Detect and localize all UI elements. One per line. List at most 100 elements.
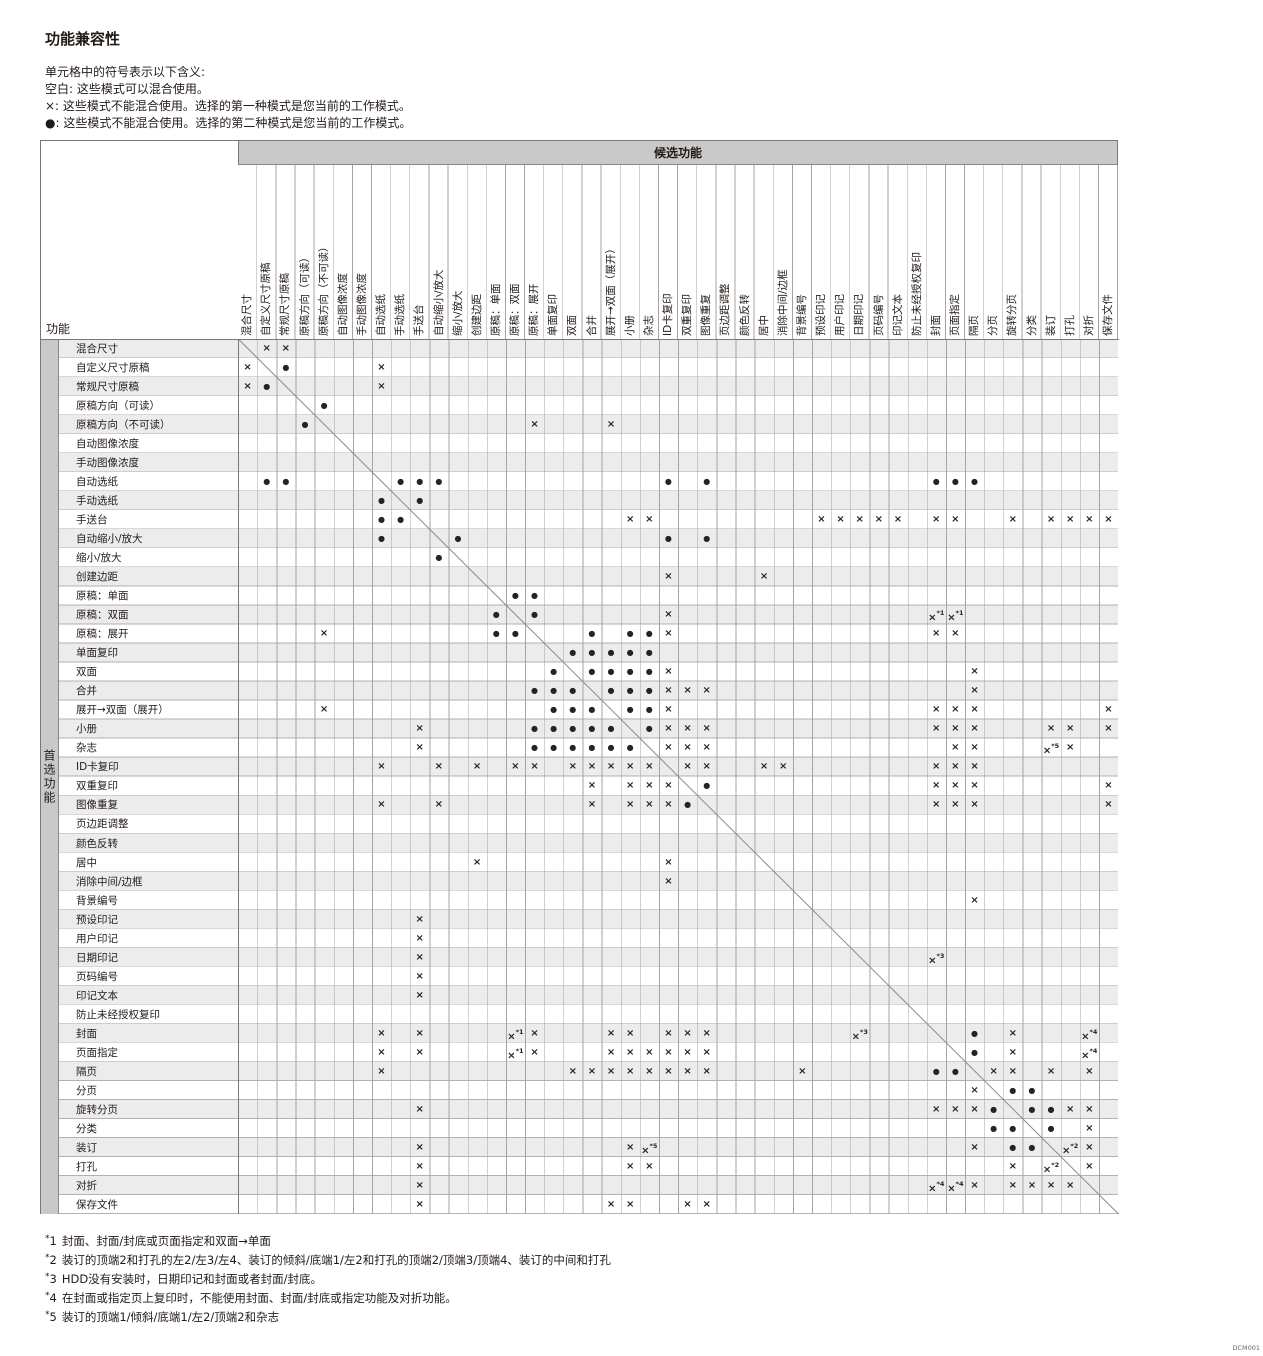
- legend-line: 单元格中的符号表示以下含义:: [45, 65, 206, 79]
- row-label: 手动选纸: [76, 495, 118, 508]
- column-header: 旋转分页: [1006, 294, 1019, 336]
- matrix-cell-mark: ●: [971, 477, 978, 487]
- column-header: 分页: [987, 315, 1000, 336]
- matrix-cell-mark: ×: [587, 799, 597, 811]
- matrix-cell-mark: ×: [1046, 514, 1056, 526]
- matrix-cell-mark: ×: [530, 1027, 539, 1039]
- footnote: *2 装订的顶端2和打孔的左2/左3/左4、装订的倾斜/底端1/左2和打孔的顶端2…: [45, 1253, 611, 1267]
- matrix-cell-mark: ×: [970, 894, 979, 906]
- matrix-cell-mark: ●: [531, 724, 538, 734]
- matrix-cell-mark: ×: [377, 1065, 386, 1077]
- matrix-cell-mark: ×: [415, 1103, 424, 1115]
- matrix-cell-mark: ×: [530, 419, 539, 431]
- matrix-cell-mark: ●: [645, 667, 653, 677]
- matrix-cell-mark: ●: [645, 629, 653, 639]
- matrix-cell-mark: ×: [664, 1065, 673, 1077]
- matrix-cell-mark: ×: [970, 666, 979, 678]
- row-label: 居中: [76, 856, 97, 869]
- matrix-cell-mark: ●: [951, 477, 959, 487]
- matrix-cell-mark: ×: [1085, 514, 1094, 526]
- matrix-cell-mark: ●: [588, 743, 596, 753]
- matrix-cell-mark: ×: [415, 723, 424, 735]
- matrix-cell-mark: ×: [759, 571, 769, 583]
- matrix-cell-mark: ●: [664, 477, 672, 487]
- row-label: 原稿：展开: [76, 628, 129, 641]
- column-header: 消除中间/边框: [776, 269, 789, 336]
- matrix-cell-mark: ×: [625, 1027, 635, 1039]
- matrix-cell-mark: ●: [932, 1066, 940, 1076]
- matrix-cell-mark: ×: [932, 761, 941, 773]
- matrix-cell-mark: ×: [645, 1046, 654, 1058]
- matrix-cell-mark: ●: [1047, 1123, 1055, 1133]
- matrix-cell-mark: ×: [1104, 723, 1113, 735]
- matrix-cell-mark: ×: [759, 761, 769, 773]
- matrix-cell-mark: ●: [454, 534, 462, 544]
- row-label: 防止未经授权复印: [76, 1008, 160, 1021]
- row-label: 原稿：单面: [76, 590, 129, 603]
- column-header: 保存文件: [1102, 294, 1115, 336]
- matrix-cell-mark: ×: [702, 1198, 711, 1210]
- compatibility-table: 功能 功能 候选功能 混合尺寸自定义尺寸原稿常规尺寸原稿原稿方向（可读）原稿方向…: [40, 140, 1120, 1215]
- matrix-cell-mark: ×: [1008, 1065, 1017, 1077]
- matrix-cell-mark: ×: [625, 1198, 635, 1210]
- matrix-cell-mark: ●: [301, 420, 309, 430]
- column-header: 原稿：展开: [528, 283, 541, 337]
- matrix-cell-mark: ×: [932, 514, 941, 526]
- matrix-cell-mark: ●: [951, 1066, 959, 1076]
- matrix-cell-mark: ×: [664, 666, 673, 678]
- matrix-cell-mark: ×: [970, 1084, 979, 1096]
- matrix-cell-mark: ×: [702, 723, 711, 735]
- matrix-cell-mark: ×: [625, 1160, 635, 1172]
- matrix-cell-mark: ×: [664, 704, 673, 716]
- row-label: 印记文本: [76, 989, 118, 1002]
- matrix-cell-mark: ●: [626, 686, 634, 696]
- column-header: 预设印记: [815, 294, 828, 336]
- matrix-cell-mark: ×: [415, 1027, 424, 1039]
- matrix-cell-mark: ×: [1085, 1160, 1094, 1172]
- matrix-cell-mark: ×: [798, 1065, 807, 1077]
- matrix-cell-mark: ●: [588, 724, 596, 734]
- matrix-cell-mark: ×*1: [507, 1046, 524, 1062]
- matrix-cell-mark: ×: [472, 856, 482, 868]
- row-label: 双面: [76, 666, 97, 679]
- matrix-cell-mark: ×: [377, 799, 386, 811]
- row-label: 合并: [76, 685, 97, 698]
- page-title: 功能兼容性: [45, 30, 121, 48]
- matrix-cell-mark: ×: [1065, 514, 1075, 526]
- row-label: 展开→双面（展开）: [76, 704, 169, 717]
- row-label: 自动缩小/放大: [76, 533, 143, 546]
- matrix-cell-mark: ×: [415, 970, 424, 982]
- matrix-cell-mark: ●: [531, 743, 538, 753]
- matrix-cell-mark: ×: [702, 685, 711, 697]
- row-label: ID卡复印: [76, 761, 119, 774]
- matrix-cell-mark: ●: [531, 591, 538, 601]
- matrix-cell-mark: ●: [282, 477, 290, 487]
- matrix-cell-mark: ●: [492, 610, 500, 620]
- row-label: 消除中间/边框: [76, 875, 143, 888]
- matrix-cell-mark: ×: [377, 381, 386, 393]
- matrix-cell-mark: ●: [645, 648, 653, 658]
- column-header: 自动缩小/放大: [432, 269, 445, 336]
- matrix-cell-mark: ×: [836, 514, 845, 526]
- matrix-cell-mark: ●: [645, 705, 653, 715]
- matrix-cell-mark: ●: [511, 629, 519, 639]
- row-label: 对折: [76, 1179, 97, 1192]
- matrix-cell-mark: ●: [492, 629, 500, 639]
- row-label: 颜色反转: [76, 837, 118, 850]
- matrix-cell-mark: ●: [703, 534, 711, 544]
- row-labels: 混合尺寸 自定义尺寸原稿 常规尺寸原稿 原稿方向（可读） 原稿方向（不可读） 自动图像浓度…: [59, 339, 238, 1214]
- column-header: 对折: [1082, 315, 1095, 336]
- matrix-cell-mark: ●: [607, 743, 615, 753]
- column-header: 日期印记: [853, 294, 866, 336]
- matrix-cell-mark: ×: [932, 628, 941, 640]
- legend: 单元格中的符号表示以下含义: 空白: 这些模式可以混合使用。 ×: 这些模式不能…: [45, 64, 411, 132]
- matrix-cell-mark: ×: [951, 628, 960, 640]
- column-header: 背景编号: [795, 294, 808, 336]
- column-header: 页码编号: [872, 294, 885, 336]
- matrix-cell-mark: ×: [281, 343, 290, 354]
- matrix-cell-mark: ×*1: [947, 609, 964, 624]
- matrix-cell-mark: ×*1: [928, 609, 945, 624]
- corner-row-axis-label: 功能: [46, 322, 71, 336]
- matrix-cell-mark: ●: [607, 667, 615, 677]
- matrix-cell-mark: ●: [282, 363, 290, 373]
